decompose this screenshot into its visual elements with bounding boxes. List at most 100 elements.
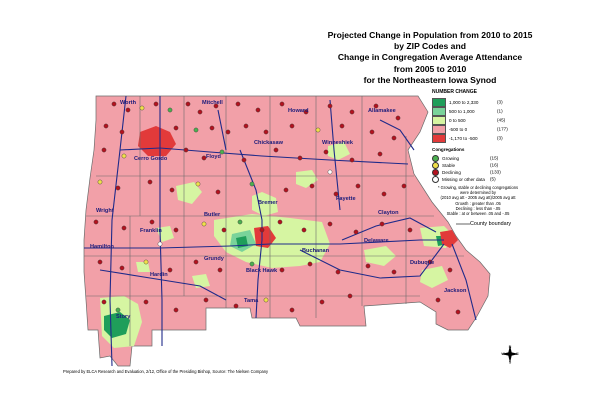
congregation-declining <box>407 227 413 233</box>
congregation-declining <box>173 227 179 233</box>
title-line: Change in Congregation Average Attendanc… <box>337 52 523 63</box>
congregation-declining <box>377 151 383 157</box>
congregation-declining <box>235 101 241 107</box>
congregation-declining <box>119 129 125 135</box>
legend-class-range: -500 to 0 <box>449 126 468 132</box>
congregation-declining <box>289 307 295 313</box>
congregation-declining <box>263 129 269 135</box>
legend-class-row: 500 to 1,000 (1) <box>432 107 503 116</box>
map-title: Projected Change in Population from 2010… <box>260 30 600 86</box>
legend-note-line: Stable : at or between .05 and -.05 <box>446 211 510 217</box>
congregation-declining <box>173 307 179 313</box>
congregation-declining <box>203 297 209 303</box>
congregation-declining <box>193 259 199 265</box>
congregation-declining <box>259 227 265 233</box>
legend-note-line: were determined by <box>460 190 496 196</box>
legend-congregations-title: Congregations <box>432 147 465 152</box>
congregation-declining <box>273 147 279 153</box>
county-label-howard: Howard <box>288 108 309 114</box>
county-label-worth: Worth <box>120 100 137 106</box>
legend-swatch <box>432 116 446 125</box>
congregation-declining <box>197 109 203 115</box>
congregation-declining <box>297 155 303 161</box>
congregation-declining <box>225 129 231 135</box>
compass-icon: N S W E <box>501 345 519 364</box>
title-line: Projected Change in Population from 2010… <box>327 30 533 40</box>
county-label-tama: Tama <box>244 298 259 304</box>
legend-congregation-count: (16) <box>490 162 499 168</box>
county-boundaries <box>84 96 464 346</box>
compass-e: E <box>516 352 519 356</box>
congregation-declining <box>427 259 433 265</box>
congregation-growing <box>219 149 225 155</box>
county-label-floyd: Floyd <box>206 154 221 160</box>
county-label-allamakee: Allamakee <box>368 108 396 114</box>
county-label-buchanan: Buchanan <box>302 248 330 254</box>
title-line: from 2005 to 2010 <box>393 63 467 74</box>
congregation-declining <box>303 109 309 115</box>
congregation-declining <box>183 147 189 153</box>
congregation-declining <box>115 185 121 191</box>
legend-class-count: (177) <box>497 126 508 132</box>
legend-congregation-label: Missing or other data <box>442 176 485 182</box>
county-label-hamilton: Hamilton <box>90 244 115 250</box>
congregation-stable <box>121 153 127 159</box>
legend-class-row: 1,000 to 2,330 (3) <box>432 98 503 107</box>
congregation-declining <box>209 125 215 131</box>
congregation-declining <box>349 157 355 163</box>
county-label-grundy: Grundy <box>204 256 225 262</box>
county-labels: Worth Mitchell Howard Allamakee Cerro Go… <box>90 100 467 320</box>
congregation-declining <box>147 179 153 185</box>
county-label-wright: Wright <box>96 208 114 214</box>
compass-s: S <box>509 361 512 364</box>
small-growth-area <box>252 192 278 216</box>
congregation-declining <box>353 229 359 235</box>
compass-needle <box>501 352 519 356</box>
congregation-declining <box>335 269 341 275</box>
legend-note-line: Declining : less than -.05 <box>455 205 501 211</box>
legend-congregation-row: Missing or other data (5) <box>432 176 496 183</box>
legend-swatch <box>432 107 446 116</box>
county-label-chickasaw: Chickasaw <box>254 140 284 146</box>
congregation-declining <box>379 221 385 227</box>
congregation-declining <box>213 103 219 109</box>
legend-class-range: -1,170 to -500 <box>449 135 478 141</box>
legend-class-row: -1,170 to -500 (3) <box>432 134 503 143</box>
congregation-declining <box>143 299 149 305</box>
congregation-declining <box>347 293 353 299</box>
congregation-declining <box>201 155 207 161</box>
legend-class-count: (3) <box>497 99 503 105</box>
legend-number-change-title: NUMBER CHANGE <box>432 89 477 95</box>
congregation-declining <box>125 107 131 113</box>
congregation-declining <box>241 157 247 163</box>
county-label-bremer: Bremer <box>258 200 278 206</box>
congregation-stable <box>263 297 269 303</box>
congregation-declining <box>355 183 361 189</box>
congregation-declining <box>279 101 285 107</box>
congregation-declining <box>333 191 339 197</box>
congregation-declining <box>279 267 285 273</box>
small-growth-area <box>176 182 202 204</box>
legend-congregation-row: Declining (133) <box>432 169 501 176</box>
congregation-declining <box>277 219 283 225</box>
congregation-declining <box>323 149 329 155</box>
congregation-growing <box>249 261 255 267</box>
congregation-declining <box>111 101 117 107</box>
legend-dot <box>432 155 439 162</box>
county-label-dubuque: Dubuque <box>410 260 434 266</box>
congregation-declining <box>121 225 127 231</box>
congregation-declining <box>309 183 315 189</box>
congregation-declining <box>103 123 109 129</box>
legend-class-row: -500 to 0 (177) <box>432 125 508 134</box>
congregation-declining <box>221 227 227 233</box>
congregation-stable <box>315 127 321 133</box>
legend: 1,000 to 2,330 (3) 500 to 1,000 (1) 0 to 5… <box>430 95 522 305</box>
legend-class-count: (3) <box>497 135 503 141</box>
county-label-franklin: Franklin <box>140 228 162 234</box>
congregation-declining <box>327 103 333 109</box>
legend-class-range: 500 to 1,000 <box>449 108 475 114</box>
legend-note-line: Growth : greater than .05 <box>455 200 501 206</box>
congregation-declining <box>153 101 159 107</box>
credit-line: Prepared by ELCA Research and Evaluation… <box>63 369 269 374</box>
congregation-stable <box>195 181 201 187</box>
